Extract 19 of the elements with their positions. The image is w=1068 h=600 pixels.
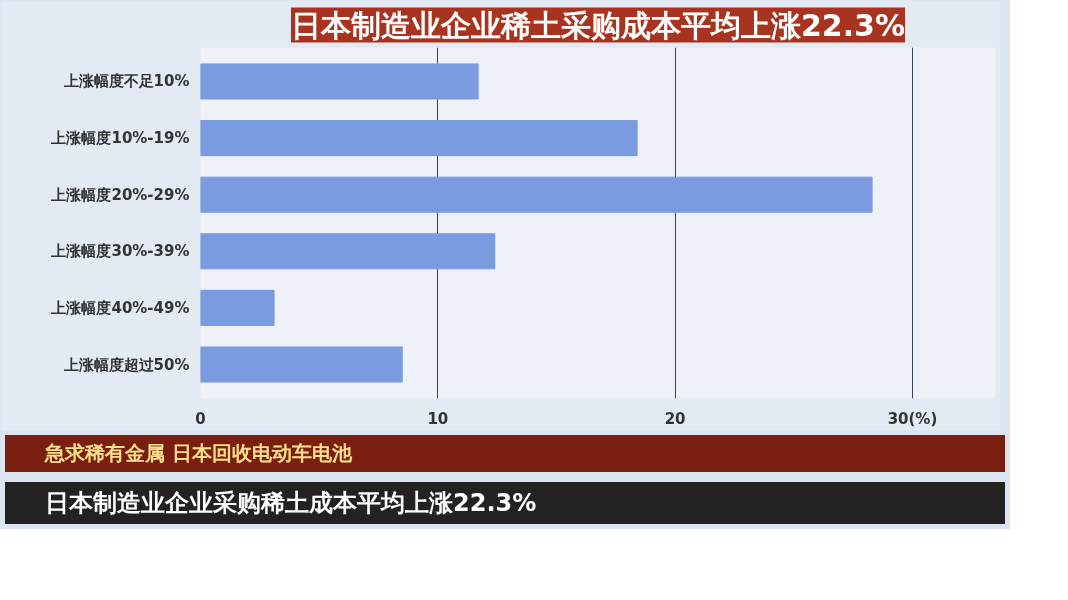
bar [200, 176, 873, 213]
bar [200, 233, 496, 270]
x-tick-label: 30(%) [887, 409, 938, 428]
bar [200, 346, 403, 383]
y-tick-label: 上涨幅度40%-49% [50, 298, 190, 317]
x-tick-label: 10 [427, 409, 449, 428]
bar [200, 289, 275, 326]
y-tick-label: 上涨幅度30%-39% [50, 242, 190, 261]
x-tick-label: 0 [195, 409, 206, 428]
bar [200, 120, 638, 157]
chart-title: 日本制造业企业稀土采购成本平均上涨22.3% [290, 7, 906, 43]
text: 日本制造业企业采购稀土成本平均上涨22.3% [45, 487, 537, 519]
y-tick-label: 上涨幅度10%-19% [50, 129, 190, 148]
y-tick-label: 上涨幅度不足10% [62, 72, 190, 91]
x-tick-label: 20 [664, 409, 686, 428]
bar [200, 63, 479, 100]
text: 急求稀有金属 日本回收电动车电池 [45, 440, 352, 467]
y-tick-label: 上涨幅度20%-29% [50, 185, 190, 204]
y-tick-label: 上涨幅度超过50% [62, 355, 190, 374]
